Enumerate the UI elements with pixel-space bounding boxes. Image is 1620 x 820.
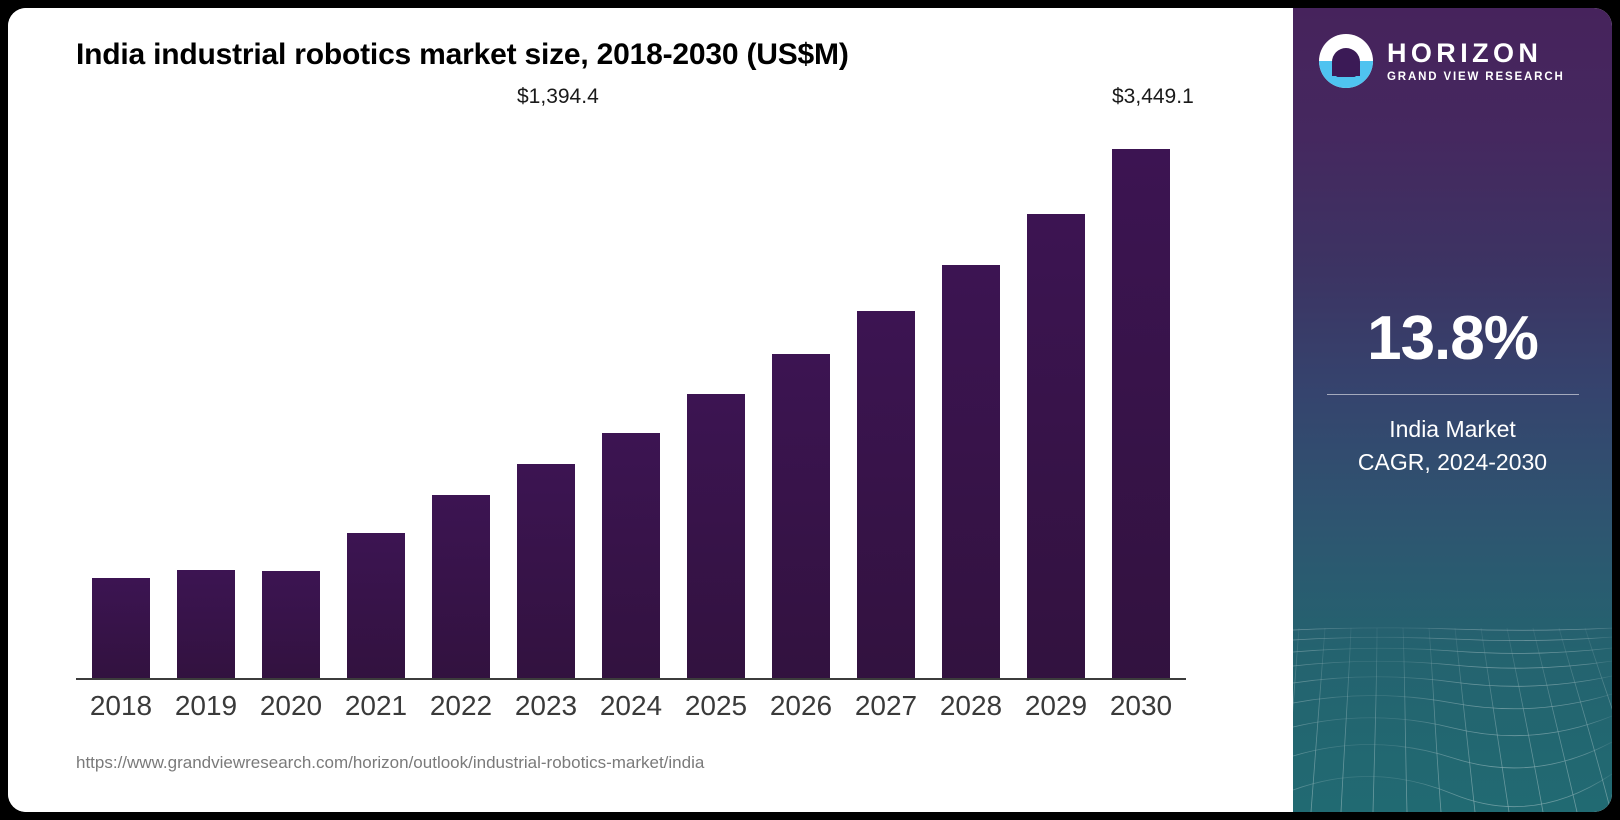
bar-2023[interactable]: $1,394.4 (517, 85, 599, 678)
bar-2028[interactable] (942, 265, 1000, 678)
brand-tagline: GRAND VIEW RESEARCH (1387, 70, 1565, 83)
source-url-text[interactable]: https://www.grandviewresearch.com/horizo… (76, 753, 705, 772)
x-tick-2019: 2019 (174, 690, 238, 721)
chart-panel: India industrial robotics market size, 2… (8, 8, 1293, 812)
bar-slot (82, 118, 160, 678)
bar-2029[interactable] (1027, 214, 1085, 678)
bar-value-label-2023: $1,394.4 (517, 85, 599, 108)
bar-2021[interactable] (347, 533, 405, 678)
bar-2019[interactable] (177, 570, 235, 678)
x-tick-2024: 2024 (599, 690, 663, 721)
bar-slot (252, 118, 330, 678)
x-tick-2023: 2023 (514, 690, 578, 721)
bar-slot (167, 118, 245, 678)
logo-wordmark: HORIZON GRAND VIEW RESEARCH (1387, 38, 1565, 83)
brand-name: HORIZON (1387, 38, 1543, 69)
cagr-value: 13.8% (1367, 304, 1539, 373)
x-axis-line (76, 678, 1186, 680)
bar-2018[interactable] (92, 578, 150, 678)
bar-2020[interactable] (262, 571, 320, 678)
bar-slot (337, 118, 415, 678)
bar-slot (677, 118, 755, 678)
logo-bar-upper (1332, 66, 1360, 71)
logo-dome-shape (1332, 48, 1360, 77)
bar-series: $1,394.4 $3,449.1 (76, 85, 1194, 678)
x-tick-2030: 2030 (1109, 690, 1173, 721)
bar-slot (592, 118, 670, 678)
logo-bar-lower (1336, 72, 1356, 77)
bar-slot: $3,449.1 (1102, 85, 1194, 678)
brand-sidebar: HORIZON GRAND VIEW RESEARCH 13.8% India … (1293, 8, 1612, 812)
bar-2026[interactable] (772, 354, 830, 678)
x-tick-2029: 2029 (1024, 690, 1088, 721)
bar-slot: $1,394.4 (507, 85, 599, 678)
divider (1326, 394, 1579, 395)
chart-card: India industrial robotics market size, 2… (8, 8, 1612, 812)
cagr-caption-line2: CAGR, 2024-2030 (1357, 448, 1548, 475)
cagr-callout: 13.8% India Market CAGR, 2024-2030 (1293, 308, 1612, 478)
horizon-logo[interactable]: HORIZON GRAND VIEW RESEARCH (1319, 34, 1565, 88)
bar-slot (1017, 118, 1095, 678)
x-tick-2028: 2028 (939, 690, 1003, 721)
bar-2022[interactable] (432, 495, 490, 678)
bar-2027[interactable] (857, 311, 915, 678)
bar-2025[interactable] (687, 394, 745, 678)
x-tick-2020: 2020 (259, 690, 323, 721)
x-tick-2018: 2018 (89, 690, 153, 721)
cagr-caption-line1: India Market (1389, 416, 1516, 442)
bar-slot (847, 118, 925, 678)
bar-2030[interactable]: $3,449.1 (1112, 85, 1194, 678)
bar-2024[interactable] (602, 433, 660, 678)
x-tick-2025: 2025 (684, 690, 748, 721)
bar-slot (932, 118, 1010, 678)
x-axis-tick-labels: 2018 2019 2020 2021 2022 2023 2024 2025 2026 2027… (76, 690, 1186, 722)
x-tick-2026: 2026 (769, 690, 833, 721)
perspective-grid-decoration (1293, 627, 1612, 812)
x-tick-2022: 2022 (429, 690, 493, 721)
bar-slot (422, 118, 500, 678)
x-tick-2027: 2027 (854, 690, 918, 721)
horizon-sunrise-logo-icon (1319, 34, 1373, 88)
bar-chart-plot-area: $1,394.4 $3,449.1 (76, 85, 1194, 678)
bar-value-label-2030: $3,449.1 (1112, 85, 1194, 108)
page-title: India industrial robotics market size, 2… (76, 38, 849, 71)
bar-slot (762, 118, 840, 678)
x-tick-2021: 2021 (344, 690, 408, 721)
